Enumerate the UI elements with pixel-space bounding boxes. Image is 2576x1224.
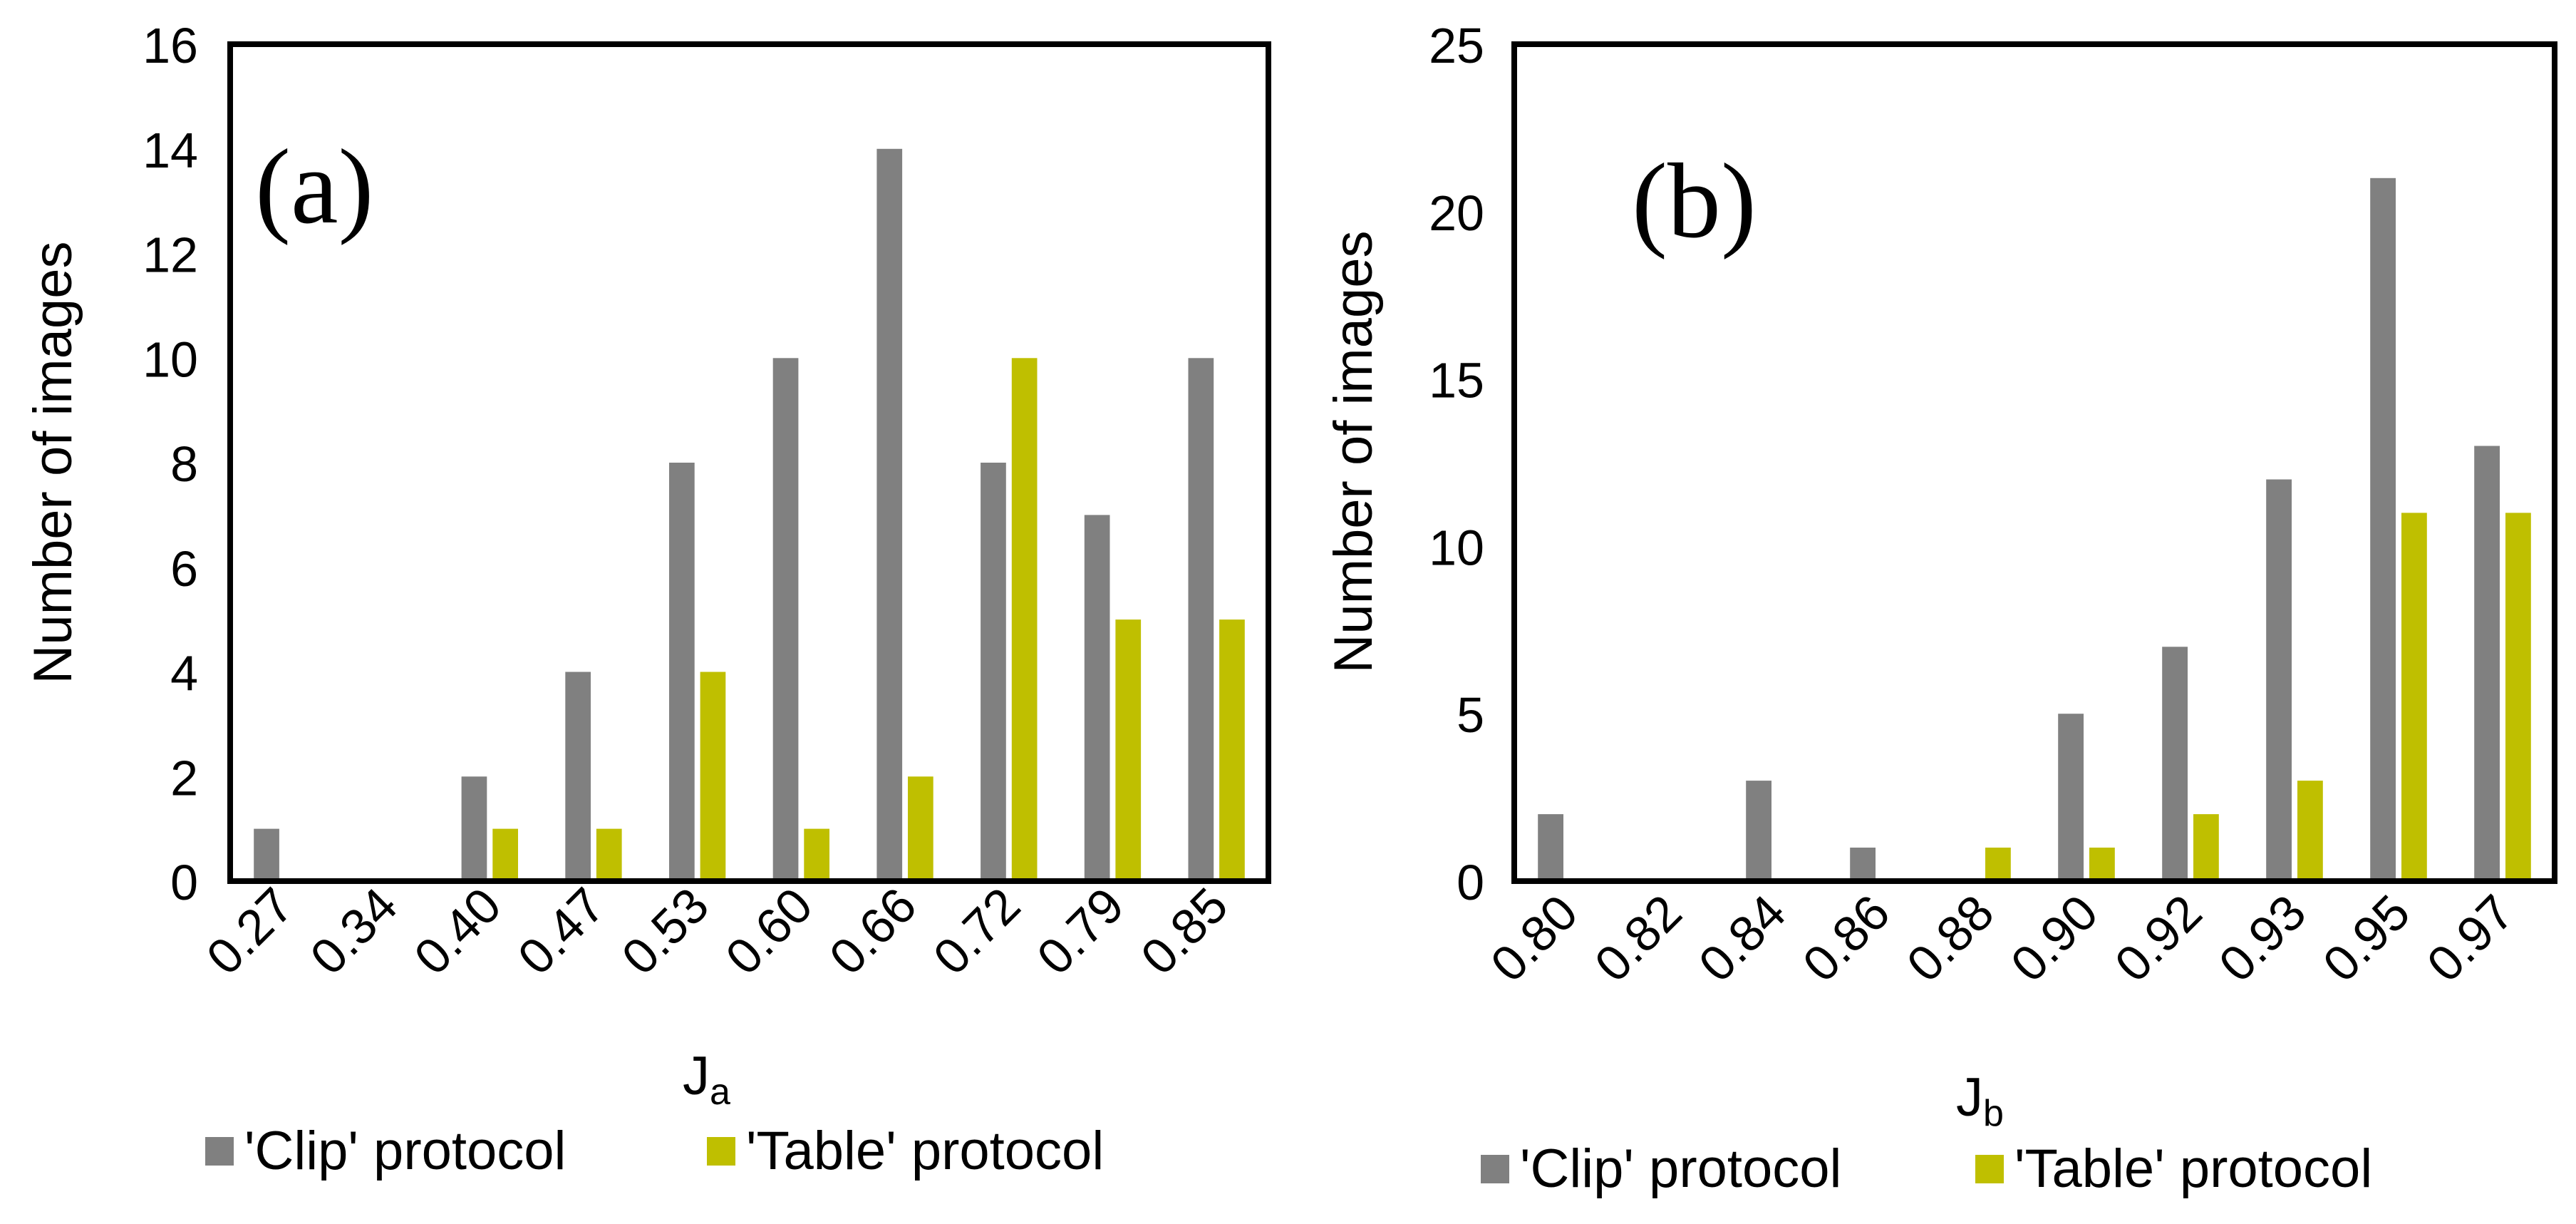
x-tick-b-0.93: 0.93 [2208, 884, 2316, 992]
y-tick-b-10: 10 [1429, 520, 1484, 575]
x-tick-a-0.34: 0.34 [300, 877, 408, 984]
chart-a-x-axis-label-main: J [683, 1046, 710, 1106]
x-tick-b-0.80: 0.80 [1480, 884, 1588, 992]
bar-b-clip-0.93 [2266, 479, 2292, 881]
bar-a-table-0.53 [700, 672, 726, 881]
bar-b-table-0.97 [2505, 513, 2531, 881]
y-tick-a-2: 2 [170, 750, 198, 806]
y-tick-a-4: 4 [170, 646, 198, 701]
bar-a-clip-0.53 [669, 463, 695, 881]
bar-b-clip-0.92 [2162, 647, 2188, 881]
y-tick-a-6: 6 [170, 541, 198, 597]
x-tick-a-0.66: 0.66 [819, 877, 926, 984]
y-tick-a-10: 10 [143, 331, 198, 387]
x-tick-b-0.95: 0.95 [2312, 884, 2420, 992]
chart-b-x-axis-label: Jb [1956, 1067, 2004, 1134]
bar-b-clip-0.86 [1850, 848, 1876, 881]
bar-b-clip-0.90 [2058, 714, 2084, 881]
chart-a-panel-label: (a) [255, 128, 373, 246]
x-tick-a-0.60: 0.60 [715, 877, 822, 984]
legend-a-swatch-table [707, 1137, 735, 1166]
legend-a-label-table: 'Table' protocol [746, 1121, 1104, 1181]
y-tick-a-12: 12 [143, 227, 198, 283]
x-tick-b-0.90: 0.90 [2000, 884, 2108, 992]
bar-a-clip-0.72 [981, 463, 1006, 881]
x-tick-b-0.82: 0.82 [1584, 884, 1692, 992]
chart-b-x-axis-label-sub: b [1983, 1093, 2004, 1134]
chart-b-y-ticks: 0 5 10 15 20 25 [1429, 18, 1484, 910]
bar-b-table-0.88 [1985, 848, 2011, 881]
legend-a-label-clip: 'Clip' protocol [244, 1121, 566, 1181]
bar-b-table-0.95 [2401, 513, 2427, 881]
bar-b-table-0.92 [2193, 814, 2219, 881]
x-tick-a-0.72: 0.72 [923, 877, 1030, 984]
x-tick-b-0.97: 0.97 [2416, 884, 2524, 992]
chart-a-x-ticks: 0.270.340.400.470.530.600.660.720.790.85 [196, 877, 1238, 984]
y-tick-b-25: 25 [1429, 18, 1484, 73]
legend-a-swatch-clip [205, 1137, 234, 1166]
chart-b-x-ticks: 0.800.820.840.860.880.900.920.930.950.97 [1480, 884, 2524, 992]
bar-b-table-0.90 [2089, 848, 2115, 881]
bar-a-clip-0.27 [254, 828, 279, 881]
x-tick-b-0.88: 0.88 [1896, 884, 2004, 992]
chart-a-legend: 'Clip' protocol 'Table' protocol [205, 1121, 1104, 1181]
bar-a-clip-0.47 [565, 672, 591, 881]
x-tick-a-0.27: 0.27 [196, 877, 304, 984]
bar-a-clip-0.79 [1084, 515, 1110, 881]
y-tick-a-14: 14 [143, 123, 198, 178]
chart-a-frame [227, 41, 1271, 884]
bar-a-clip-0.40 [461, 776, 487, 882]
legend-b-swatch-table [1975, 1155, 2004, 1183]
bar-a-clip-0.85 [1188, 358, 1214, 882]
bar-a-clip-0.66 [876, 148, 903, 882]
bar-a-clip-0.60 [772, 358, 799, 882]
y-tick-b-0: 0 [1457, 855, 1484, 910]
y-tick-b-15: 15 [1429, 353, 1484, 408]
bar-b-clip-0.95 [2370, 178, 2396, 882]
x-tick-a-0.47: 0.47 [507, 877, 615, 984]
x-tick-b-0.84: 0.84 [1688, 884, 1796, 992]
chart-b-bars [1538, 178, 2531, 882]
chart-a-bars [254, 148, 1245, 882]
x-tick-b-0.92: 0.92 [2104, 884, 2212, 992]
chart-b-panel-label: (b) [1632, 142, 1757, 260]
y-tick-b-5: 5 [1457, 687, 1484, 743]
chart-b-y-axis-label: Number of images [1323, 231, 1384, 674]
y-tick-a-8: 8 [170, 436, 198, 492]
chart-b-x-axis-label-main: J [1956, 1067, 1983, 1128]
chart-b-legend: 'Clip' protocol 'Table' protocol [1481, 1138, 2372, 1199]
bar-a-table-0.60 [804, 828, 829, 881]
bar-b-clip-0.97 [2474, 446, 2500, 881]
bar-b-clip-0.80 [1538, 814, 1563, 881]
x-tick-b-0.86: 0.86 [1792, 884, 1900, 992]
chart-a-y-axis-label: Number of images [23, 242, 83, 684]
bar-a-table-0.40 [492, 828, 518, 881]
bar-a-table-0.85 [1219, 619, 1245, 881]
chart-a-x-axis-label-sub: a [710, 1071, 730, 1113]
y-tick-b-20: 20 [1429, 185, 1484, 241]
bar-a-table-0.72 [1011, 358, 1038, 882]
x-tick-a-0.79: 0.79 [1027, 877, 1134, 984]
x-tick-a-0.53: 0.53 [611, 877, 719, 984]
x-tick-a-0.40: 0.40 [403, 877, 511, 984]
bar-a-table-0.47 [596, 828, 622, 881]
y-tick-a-0: 0 [170, 855, 198, 910]
y-tick-a-16: 16 [143, 18, 198, 73]
legend-b-swatch-clip [1481, 1155, 1509, 1183]
bar-b-clip-0.84 [1746, 781, 1771, 881]
chart-a-y-ticks: 0 2 4 6 8 10 12 14 16 [143, 18, 198, 910]
bar-b-table-0.93 [2297, 781, 2323, 881]
bar-a-table-0.66 [908, 776, 933, 882]
legend-b-label-clip: 'Clip' protocol [1520, 1138, 1841, 1199]
x-tick-a-0.85: 0.85 [1130, 877, 1238, 984]
chart-a-x-axis-label: Ja [683, 1046, 730, 1113]
legend-b-label-table: 'Table' protocol [2014, 1138, 2372, 1199]
bar-a-table-0.79 [1115, 619, 1142, 881]
